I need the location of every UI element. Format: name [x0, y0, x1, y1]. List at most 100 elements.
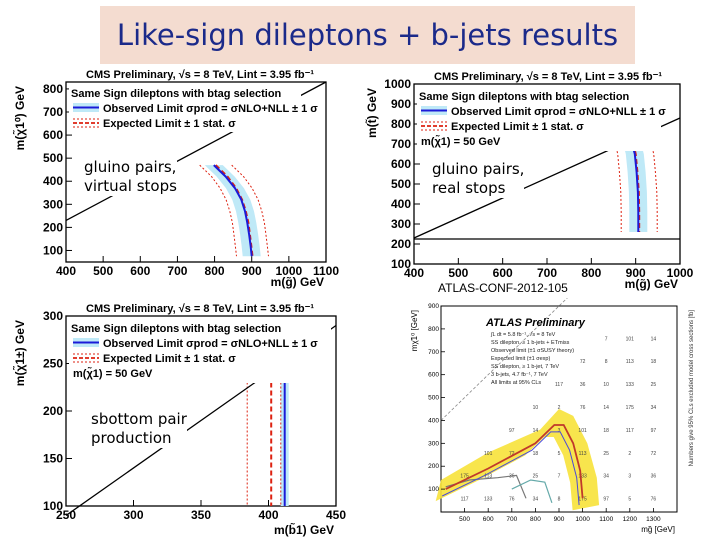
- legend-lsp-label: m(χ̃1) = 50 GeV: [73, 367, 153, 380]
- grid-value: 117: [555, 382, 563, 388]
- x-tick-label: 1100: [313, 264, 339, 278]
- grid-value: 76: [651, 497, 657, 503]
- y-tick-label: 500: [391, 177, 411, 191]
- y-axis-label: m(χ̃1±) GeV: [12, 320, 27, 386]
- legend-entry: 3 b-jets, 4.7 fb⁻¹, 7 TeV: [491, 372, 548, 378]
- y-tick-label: 1000: [384, 77, 411, 91]
- grid-value: 76: [580, 405, 586, 411]
- y-tick-label: 600: [428, 372, 439, 379]
- grid-value: 5: [558, 451, 561, 457]
- chart-gluino-real: CMS Preliminary, √s = 8 TeV, Lint = 3.95…: [364, 71, 693, 291]
- grid-value: 113: [579, 451, 587, 457]
- grid-value: 72: [651, 451, 657, 457]
- grid-value: 97: [509, 428, 515, 434]
- legend-observed-label: Observed Limit σprod = σNLO+NLL ± 1 σ: [103, 338, 318, 350]
- x-tick-label: 700: [167, 264, 187, 278]
- grid-value: 175: [626, 405, 635, 411]
- grid-value: 10: [533, 405, 539, 411]
- expected-line: [441, 431, 580, 506]
- kinematic-diagonal: [440, 298, 568, 421]
- x-tick-label: 500: [459, 516, 470, 523]
- y-axis-label: m(χ̃1⁰) GeV: [12, 86, 27, 150]
- chart-title: CMS Preliminary, √s = 8 TeV, Lint = 3.95…: [86, 303, 314, 315]
- x-tick-label: 450: [326, 508, 346, 522]
- y-tick-label: 400: [43, 174, 63, 188]
- grid-value: 101: [626, 336, 635, 342]
- grid-value: 14: [651, 336, 657, 342]
- grid-value: 18: [651, 359, 657, 365]
- legend-box: [69, 86, 301, 132]
- x-tick-label: 1300: [646, 516, 661, 523]
- legend-entry: Observed limit (±1 σSUSY theory): [491, 348, 574, 354]
- y-tick-label: 700: [43, 105, 63, 119]
- grid-value: 3: [628, 474, 631, 480]
- x-tick-label: 400: [56, 264, 76, 278]
- legend-lsp-label: m(χ̃1) = 50 GeV: [421, 135, 501, 148]
- y-tick-label: 900: [391, 97, 411, 111]
- grid-value: 25: [651, 382, 657, 388]
- legend-expected-label: Expected Limit ± 1 stat. σ: [451, 121, 584, 133]
- grid-value: 113: [484, 474, 492, 480]
- x-tick-label: 700: [506, 516, 517, 523]
- grid-value: 117: [626, 428, 634, 434]
- y-tick-label: 400: [391, 197, 411, 211]
- y-tick-label: 200: [43, 220, 63, 234]
- legend-entry: All limits at 95% CLs: [491, 380, 541, 386]
- legend-header: Same Sign dileptons with btag selection: [419, 91, 630, 103]
- legend-observed-label: Observed Limit σprod = σNLO+NLL ± 1 σ: [451, 106, 666, 118]
- legend-header: Same Sign dileptons with btag selection: [71, 323, 282, 335]
- legend-header: Same Sign dileptons with btag selection: [71, 88, 282, 100]
- grid-value: 2: [558, 405, 561, 411]
- legend-entry: ∫L dt = 5.8 fb⁻¹, √s = 8 TeV: [490, 331, 556, 338]
- observed-band: [204, 165, 261, 257]
- grid-value: 36: [509, 474, 515, 480]
- x-tick-label: 600: [130, 264, 150, 278]
- x-axis-label: m(g̃) GeV: [271, 275, 324, 289]
- expected-band-edge: [231, 164, 269, 257]
- y-tick-label: 300: [391, 217, 411, 231]
- grid-value: 34: [651, 405, 657, 411]
- y-tick-label: 100: [428, 486, 439, 493]
- x-tick-label: 1200: [623, 516, 638, 523]
- chart-gluino-virtual: CMS Preliminary, √s = 8 TeV, Lint = 3.95…: [12, 69, 339, 289]
- x-tick-label: 900: [242, 264, 262, 278]
- y-axis-label: mχ̃1⁰ [GeV]: [410, 310, 419, 351]
- expected-band-edge: [199, 164, 237, 257]
- legend-box: [69, 321, 331, 383]
- grid-value: 36: [580, 382, 586, 388]
- grid-value: 36: [651, 474, 657, 480]
- grid-value: 72: [509, 451, 515, 457]
- y-tick-label: 150: [43, 452, 63, 466]
- x-tick-label: 500: [93, 264, 113, 278]
- grid-value: 34: [603, 474, 609, 480]
- grid-value: 175: [578, 497, 587, 503]
- y-tick-label: 250: [43, 357, 63, 371]
- grid-value: 3: [558, 428, 561, 434]
- y-tick-label: 100: [391, 257, 411, 271]
- grid-value: 113: [626, 359, 634, 365]
- grid-value: 133: [484, 497, 493, 503]
- y-axis-label: m(t̃) GeV: [364, 88, 379, 138]
- y-tick-label: 300: [428, 440, 439, 447]
- chart-title: CMS Preliminary, √s = 8 TeV, Lint = 3.95…: [434, 71, 662, 83]
- x-tick-label: 700: [537, 266, 557, 280]
- x-tick-label: 400: [258, 508, 278, 522]
- y-tick-label: 600: [391, 157, 411, 171]
- y-tick-label: 100: [43, 499, 63, 513]
- grid-value: 133: [626, 382, 635, 388]
- x-tick-label: 800: [530, 516, 541, 523]
- x-tick-label: 1100: [599, 516, 613, 523]
- x-axis-label: m(g̃) GeV: [625, 277, 678, 291]
- observed-line: [213, 164, 253, 257]
- expected-band: [435, 409, 600, 511]
- chart-title: ATLAS Preliminary: [485, 317, 586, 329]
- grid-value: 8: [605, 359, 608, 365]
- x-tick-label: 600: [483, 516, 494, 523]
- legend-entry: SS dilepton, ≥ 1 b-jets + ETmiss: [491, 340, 570, 346]
- y-tick-label: 200: [43, 404, 63, 418]
- legend-box: [417, 89, 661, 151]
- y-tick-label: 200: [391, 237, 411, 251]
- y-tick-label: 800: [391, 117, 411, 131]
- three-b-line: [511, 479, 553, 503]
- grid-value: 101: [578, 428, 587, 434]
